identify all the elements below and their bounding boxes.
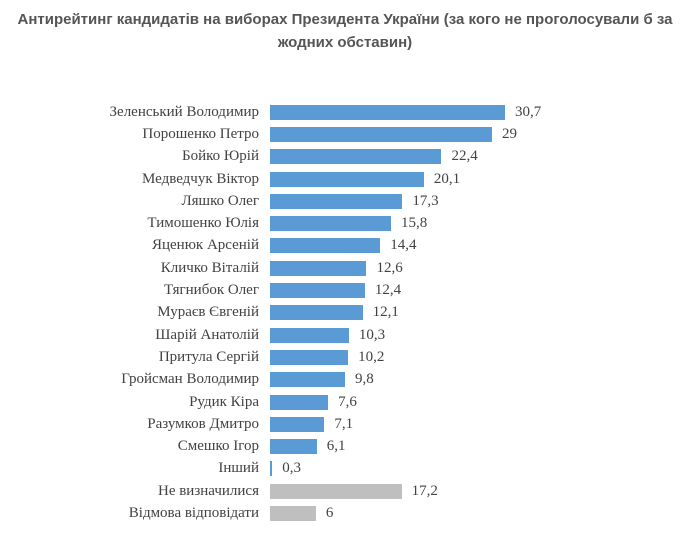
bar-row: Шарій Анатолій 10,3	[0, 324, 690, 346]
bar-value: 6,1	[326, 438, 346, 455]
bar-row: Смешко Ігор 6,1	[0, 435, 690, 457]
bar-label: Кличко Віталій	[160, 259, 259, 276]
bar-label: Рудик Кіра	[189, 393, 259, 410]
bar-row: Бойко Юрій 22,4	[0, 146, 690, 168]
bar-label: Інший	[218, 460, 259, 477]
bar-row: Зеленський Володимир 30,7	[0, 101, 690, 123]
bar-chart: Зеленський Володимир 30,7 Порошенко Петро 2…	[0, 101, 690, 525]
bar-value: 12,1	[372, 304, 399, 321]
bar-label: Не визначилися	[157, 482, 259, 499]
bar-value: 10,3	[358, 326, 386, 343]
bar-row: Відмова відповідати 6	[0, 502, 690, 524]
bar-value: 29	[501, 125, 517, 142]
bar-label: Смешко Ігор	[177, 438, 259, 455]
bar-row: Не визначилися 17,2	[0, 480, 690, 502]
bar	[270, 126, 492, 142]
bar-row: Притула Сергій 10,2	[0, 346, 690, 368]
bar-value: 0,3	[282, 460, 302, 477]
bar	[270, 439, 317, 455]
bar-label: Відмова відповідати	[128, 504, 259, 521]
bar-row: Яценюк Арсеній 14,4	[0, 235, 690, 257]
bar-label: Ляшко Олег	[181, 192, 259, 209]
bar-row: Ляшко Олег 17,3	[0, 190, 690, 212]
bar-label: Бойко Юрій	[181, 148, 259, 165]
bar	[270, 483, 402, 499]
bar-value: 12,6	[376, 259, 403, 276]
bar-value: 7,1	[334, 415, 354, 432]
bar-label: Шарій Анатолій	[155, 326, 259, 343]
bar-value: 14,4	[390, 237, 417, 254]
bar-label: Притула Сергій	[158, 348, 259, 365]
bar-value: 17,3	[412, 192, 439, 209]
bar-value: 22,4	[451, 148, 478, 165]
bar-value: 20,1	[433, 170, 461, 187]
bar-row: Гройсман Володимир 9,8	[0, 369, 690, 391]
bar-label: Тягнибок Олег	[164, 282, 259, 299]
bar-row: Кличко Віталій 12,6	[0, 257, 690, 279]
bar-label: Зеленський Володимир	[109, 103, 259, 120]
bar-label: Тимошенко Юлія	[147, 215, 259, 232]
bar	[270, 171, 424, 187]
bar	[270, 104, 505, 120]
bar	[270, 193, 403, 209]
bar-value: 10,2	[358, 348, 385, 365]
bar	[270, 149, 442, 165]
bar	[270, 349, 349, 365]
bar-label: Разумков Дмитро	[147, 415, 259, 432]
bar-row: Порошенко Петро 29	[0, 123, 690, 145]
bar	[270, 394, 329, 410]
bar	[270, 305, 363, 321]
bar-value: 6	[325, 504, 334, 521]
bar	[270, 283, 365, 299]
bar-row: Рудик Кіра 7,6	[0, 391, 690, 413]
bar-label: Яценюк Арсеній	[151, 237, 259, 254]
bar-row: Медведчук Віктор 20,1	[0, 168, 690, 190]
bar-label: Гройсман Володимир	[121, 371, 259, 388]
bar-value: 7,6	[338, 393, 357, 410]
bar	[270, 327, 349, 343]
bar	[270, 260, 367, 276]
bar	[270, 238, 381, 254]
bar-row: Тимошенко Юлія 15,8	[0, 212, 690, 234]
bar	[270, 372, 346, 388]
bar-value: 30,7	[515, 103, 542, 120]
bar-row: Разумков Дмитро 7,1	[0, 413, 690, 435]
bar	[270, 461, 273, 477]
bar	[270, 216, 391, 232]
bar-value: 17,2	[411, 482, 438, 499]
bar-value: 9,8	[355, 371, 374, 388]
bar	[270, 416, 325, 432]
bar-row: Інший 0,3	[0, 458, 690, 480]
bar-row: Тягнибок Олег 12,4	[0, 279, 690, 301]
bar	[270, 505, 316, 521]
bar-value: 12,4	[374, 282, 402, 299]
bar-row: Мураєв Євгеній 12,1	[0, 302, 690, 324]
chart-title: Антирейтинг кандидатів на виборах Презид…	[17, 11, 673, 51]
bar-label: Порошенко Петро	[142, 125, 259, 142]
bar-label: Мураєв Євгеній	[157, 304, 259, 321]
bar-value: 15,8	[400, 215, 428, 232]
bar-label: Медведчук Віктор	[141, 170, 259, 187]
